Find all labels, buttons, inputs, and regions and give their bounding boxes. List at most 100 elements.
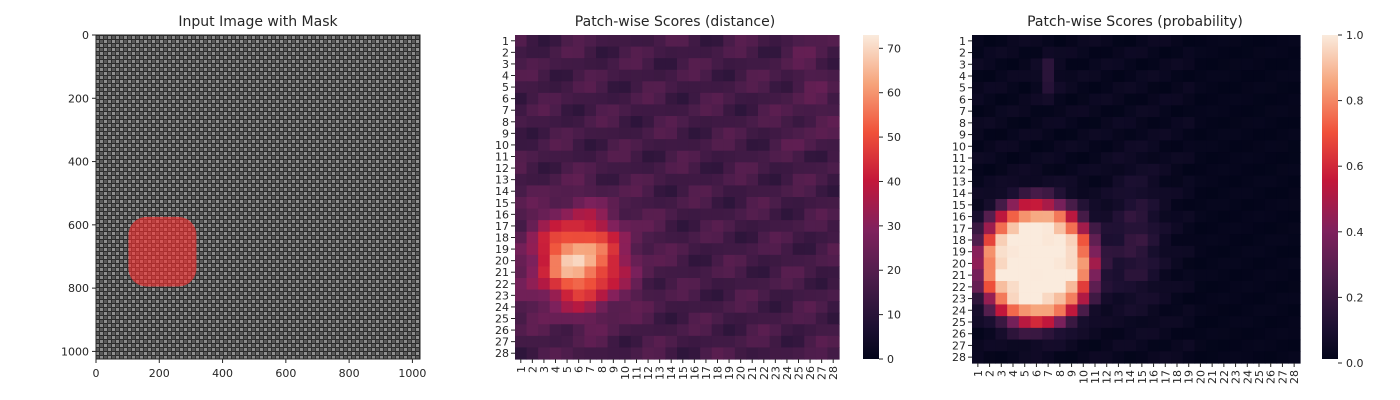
probability-cell — [1229, 187, 1243, 200]
distance-x-tick-label: 2 — [526, 366, 539, 373]
distance-cell — [538, 289, 551, 302]
probability-cell — [1089, 199, 1102, 212]
probability-cell — [1241, 58, 1254, 71]
distance-cell — [630, 185, 643, 198]
probability-cell — [1042, 234, 1055, 247]
distance-cell — [781, 69, 794, 82]
distance-y-tick-label: 22 — [495, 278, 509, 291]
probability-cell — [1030, 304, 1043, 317]
probability-cell — [1253, 339, 1266, 352]
probability-cell — [1147, 269, 1161, 282]
probability-cell — [995, 234, 1008, 247]
probability-cell — [1182, 199, 1196, 212]
distance-cell — [700, 69, 713, 82]
distance-cell — [815, 150, 829, 163]
distance-cell — [665, 347, 678, 360]
distance-cell — [700, 116, 713, 129]
probability-y-tick-label: 6 — [959, 93, 966, 106]
probability-cell — [1229, 140, 1243, 153]
distance-cell — [700, 46, 713, 59]
probability-colorbar-tick-label: 0.4 — [1346, 226, 1364, 239]
distance-cell — [711, 58, 724, 71]
distance-cell — [596, 243, 609, 256]
distance-cell — [804, 35, 817, 48]
probability-cell — [1229, 351, 1243, 364]
probability-cell — [972, 152, 985, 165]
distance-cell — [515, 335, 528, 349]
probability-cell — [1100, 117, 1114, 130]
distance-cell — [596, 278, 609, 291]
distance-cell — [549, 81, 562, 94]
probability-cell — [1218, 245, 1231, 259]
distance-cell — [711, 301, 724, 314]
probability-cell — [1030, 163, 1043, 177]
distance-cell — [815, 231, 829, 244]
distance-x-tick-label: 26 — [804, 366, 817, 380]
distance-cell — [711, 150, 724, 163]
distance-cell — [653, 162, 667, 175]
probability-cell — [1253, 152, 1266, 165]
probability-cell — [1171, 140, 1184, 153]
distance-cell — [607, 35, 620, 48]
distance-cell — [584, 81, 597, 94]
probability-y-tick-label: 1 — [959, 35, 966, 48]
probability-cell — [1288, 140, 1301, 153]
probability-cell — [1077, 327, 1090, 341]
probability-cell — [1030, 187, 1043, 200]
distance-cell — [642, 231, 655, 244]
probability-cell — [995, 117, 1008, 130]
probability-cell — [1089, 327, 1102, 341]
distance-cell — [711, 347, 724, 360]
probability-cell — [1124, 245, 1137, 259]
distance-cell — [677, 312, 690, 325]
distance-cell — [596, 220, 609, 233]
probability-cell — [1030, 269, 1043, 282]
probability-cell — [972, 199, 985, 212]
distance-cell — [827, 301, 840, 314]
distance-cell — [607, 347, 620, 360]
distance-cell — [584, 231, 597, 244]
distance-cell — [815, 81, 829, 94]
probability-cell — [1136, 292, 1149, 306]
probability-x-tick-label: 19 — [1183, 370, 1196, 384]
distance-cell — [515, 35, 528, 48]
probability-x-tick-label: 5 — [1019, 370, 1032, 377]
probability-cell — [1288, 117, 1301, 130]
distance-cell — [642, 335, 655, 349]
probability-cell — [1241, 35, 1254, 48]
probability-cell — [1171, 199, 1184, 212]
distance-cell — [561, 243, 574, 256]
probability-cell — [1218, 292, 1231, 306]
distance-cell — [665, 116, 678, 129]
probability-cell — [1241, 152, 1254, 165]
probability-cell — [1218, 128, 1231, 142]
distance-cell — [515, 92, 528, 106]
distance-cell — [642, 35, 655, 48]
probability-cell — [1253, 281, 1266, 294]
distance-cell — [619, 197, 632, 210]
probability-cell — [1218, 58, 1231, 71]
probability-x-tick-label: 2 — [984, 370, 997, 377]
distance-cell — [561, 116, 574, 129]
distance-cell — [688, 139, 701, 152]
distance-cell — [815, 46, 829, 59]
distance-cell — [561, 254, 574, 268]
distance-y-tick-label: 20 — [495, 255, 509, 268]
probability-cell — [1182, 351, 1196, 364]
probability-cell — [983, 269, 997, 282]
distance-y-tick-label: 19 — [495, 243, 509, 256]
distance-cell — [665, 69, 678, 82]
distance-cell — [538, 92, 551, 106]
probability-cell — [1194, 70, 1207, 83]
distance-cell — [653, 208, 667, 221]
distance-cell — [642, 278, 655, 291]
probability-cell — [1159, 46, 1172, 60]
probability-cell — [1241, 81, 1254, 95]
distance-cell — [781, 266, 794, 279]
probability-cell — [1171, 281, 1184, 294]
probability-cell — [1276, 269, 1289, 282]
probability-cell — [1147, 316, 1161, 329]
probability-cell — [1241, 339, 1254, 352]
probability-cell — [1054, 199, 1067, 212]
probability-cell — [1018, 58, 1032, 71]
